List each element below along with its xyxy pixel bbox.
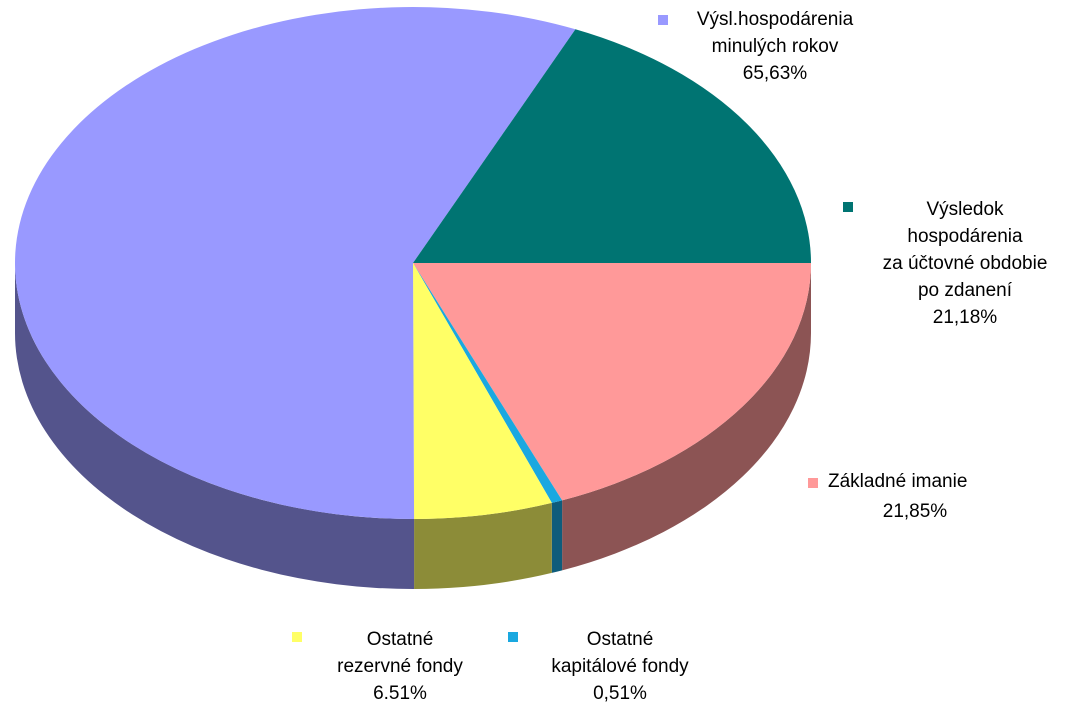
slice-label: Výsledok hospodárenia za účtovné obdobie… (882, 199, 1048, 301)
legend-swatch (658, 15, 668, 25)
value-label: 6.51% (373, 683, 427, 704)
value-label: 21,85% (882, 501, 948, 522)
slice-side (551, 500, 563, 573)
slice-label: Ostatné kapitálové fondy (551, 629, 689, 677)
slice-label: Výsl.hospodárenia minulých rokov (696, 9, 854, 57)
legend-swatch (808, 478, 818, 488)
slice-label: Ostatné rezervné fondy (337, 629, 463, 677)
legend-swatch (508, 632, 518, 642)
legend-swatch (292, 632, 302, 642)
slice-side (15, 263, 415, 590)
slice (413, 263, 563, 503)
slice (413, 263, 811, 501)
slice-label: Základné imanie (828, 471, 968, 492)
value-label: 65,63% (742, 63, 808, 84)
slice-side (562, 263, 811, 571)
slice (413, 29, 811, 264)
slice (15, 6, 576, 520)
slice (413, 263, 552, 519)
value-label: 0,51% (593, 683, 647, 704)
slice-side (414, 502, 552, 589)
value-label: 21,18% (932, 307, 998, 328)
legend-swatch (843, 202, 853, 212)
